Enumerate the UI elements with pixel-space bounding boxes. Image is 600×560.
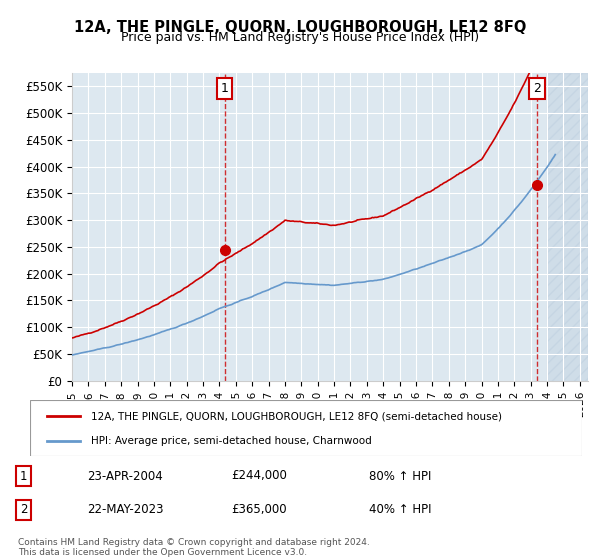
Text: HPI: Average price, semi-detached house, Charnwood: HPI: Average price, semi-detached house,… <box>91 436 371 446</box>
Text: 23-APR-2004: 23-APR-2004 <box>87 469 163 483</box>
Text: 22-MAY-2023: 22-MAY-2023 <box>87 503 163 516</box>
Text: 1: 1 <box>20 469 27 483</box>
Text: £365,000: £365,000 <box>231 503 287 516</box>
Text: 40% ↑ HPI: 40% ↑ HPI <box>369 503 431 516</box>
Text: 1: 1 <box>221 82 229 95</box>
FancyBboxPatch shape <box>30 400 582 456</box>
Text: Contains HM Land Registry data © Crown copyright and database right 2024.
This d: Contains HM Land Registry data © Crown c… <box>18 538 370 557</box>
Bar <box>547 73 588 381</box>
Text: 12A, THE PINGLE, QUORN, LOUGHBOROUGH, LE12 8FQ (semi-detached house): 12A, THE PINGLE, QUORN, LOUGHBOROUGH, LE… <box>91 411 502 421</box>
Text: 2: 2 <box>533 82 541 95</box>
Text: 80% ↑ HPI: 80% ↑ HPI <box>369 469 431 483</box>
Text: 2: 2 <box>20 503 27 516</box>
Text: Price paid vs. HM Land Registry's House Price Index (HPI): Price paid vs. HM Land Registry's House … <box>121 31 479 44</box>
Text: 12A, THE PINGLE, QUORN, LOUGHBOROUGH, LE12 8FQ: 12A, THE PINGLE, QUORN, LOUGHBOROUGH, LE… <box>74 20 526 35</box>
Text: £244,000: £244,000 <box>231 469 287 483</box>
